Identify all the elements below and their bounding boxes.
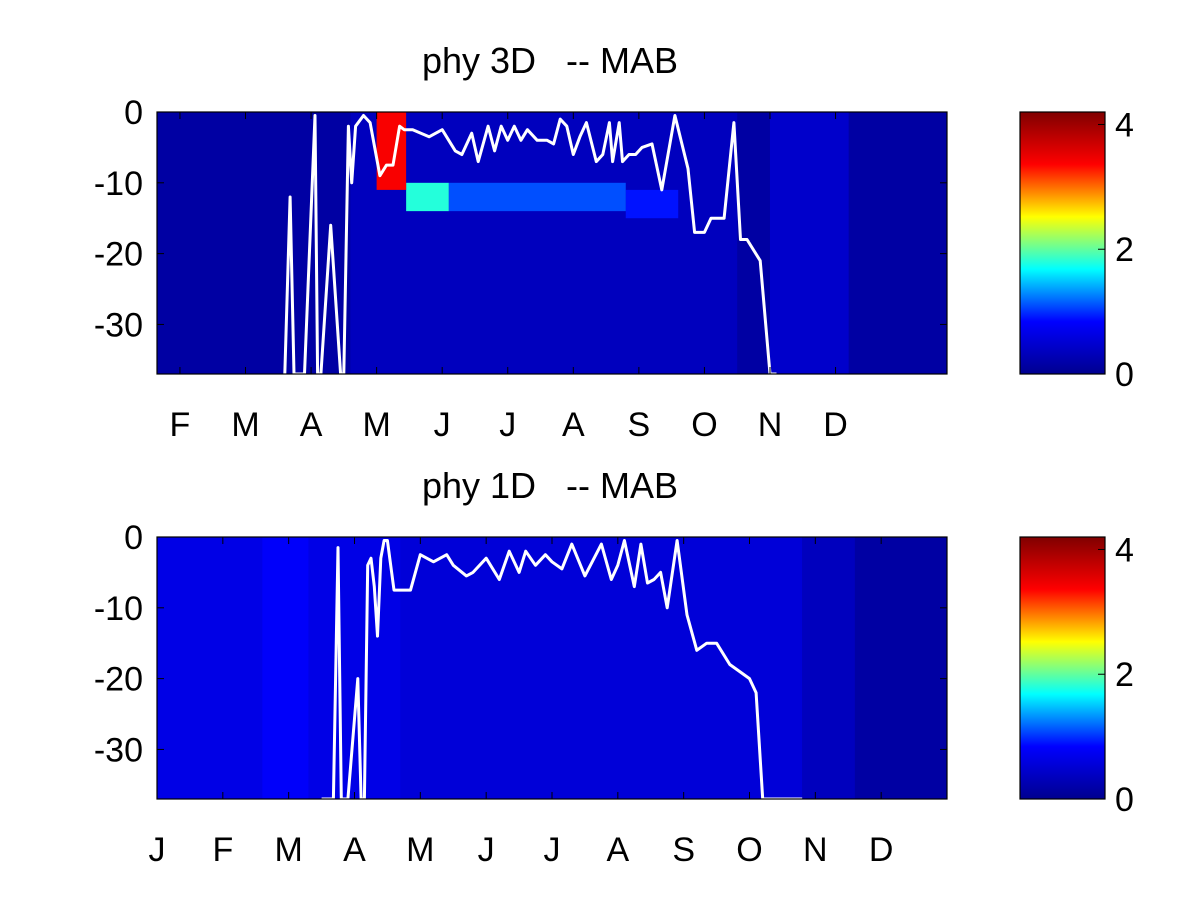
- x-tick-label: M: [362, 406, 390, 444]
- x-tick-label: A: [343, 831, 366, 869]
- x-tick-label: J: [499, 406, 516, 444]
- colorbar-tick-label: 2: [1115, 231, 1134, 269]
- y-tick-label: -10: [94, 590, 143, 628]
- y-tick-label: -20: [94, 661, 143, 699]
- heatmap-cell: [802, 537, 855, 799]
- chart-panel-bottom: phy 1D -- MAB J F M A M J J A S O N D 0 -10 -20 -30 0 2 4: [0, 425, 1200, 900]
- x-tick-label: F: [170, 406, 191, 444]
- y-tick-label: -20: [94, 236, 143, 274]
- x-tick-label: J: [478, 831, 495, 869]
- x-tick-label: D: [823, 406, 848, 444]
- x-tick-label: F: [212, 831, 233, 869]
- colorbar-tick-label: 2: [1115, 656, 1134, 694]
- y-tick-label: 0: [124, 519, 143, 557]
- chart-title-top: phy 3D -- MAB: [421, 40, 679, 81]
- x-tick-label: J: [544, 831, 561, 869]
- heatmap-cell: [625, 189, 679, 219]
- chart-bottom-svg: J F M A M J J A S O N D 0 -10 -20 -30 0 2 4: [94, 519, 1134, 869]
- x-tick-label: N: [758, 406, 783, 444]
- heatmap-cell: [350, 112, 738, 374]
- colorbar-tick-label: 0: [1115, 781, 1134, 819]
- x-tick-label: M: [275, 831, 303, 869]
- x-tick-label: S: [628, 406, 651, 444]
- y-tick-label: -30: [94, 731, 143, 769]
- x-tick-label: J: [434, 406, 451, 444]
- y-tick-label: -10: [94, 165, 143, 203]
- heatmap-cell: [448, 182, 626, 212]
- chart-top-svg: F M A M J J A S O N D 0 -10 -20 -30 0 2 4: [94, 94, 1134, 444]
- colorbar-tick-label: 4: [1115, 106, 1134, 144]
- x-tick-label: O: [736, 831, 762, 869]
- x-tick-label: J: [149, 831, 166, 869]
- chart-title-bottom: phy 1D -- MAB: [421, 465, 679, 506]
- x-tick-label: S: [672, 831, 695, 869]
- colorbar: [1019, 536, 1106, 800]
- x-tick-label: N: [803, 831, 828, 869]
- heatmap-cell: [262, 537, 309, 799]
- colorbar-tick-label: 0: [1115, 356, 1134, 394]
- plot-frame: [156, 111, 948, 375]
- y-tick-label: -30: [94, 306, 143, 344]
- colorbar: [1019, 111, 1106, 375]
- mixed-layer-line: [321, 539, 803, 801]
- x-tick-label: A: [562, 406, 585, 444]
- x-tick-label: M: [231, 406, 259, 444]
- heatmap-cell: [400, 537, 803, 799]
- x-tick-label: M: [406, 831, 434, 869]
- chart-panel-top: phy 3D -- MAB F M A M J J A S O N D 0 -10 -20 -30 0 2 4: [94, 40, 1134, 444]
- mixed-layer-line: [283, 114, 777, 376]
- x-tick-label: D: [869, 831, 894, 869]
- heatmap-cell: [406, 182, 449, 212]
- y-tick-label: 0: [124, 94, 143, 132]
- colorbar-tick-label: 4: [1115, 531, 1134, 569]
- heatmap-cell: [376, 112, 407, 190]
- x-tick-label: O: [691, 406, 717, 444]
- heatmap-cell: [769, 112, 849, 374]
- x-tick-label: A: [300, 406, 323, 444]
- x-tick-label: A: [606, 831, 629, 869]
